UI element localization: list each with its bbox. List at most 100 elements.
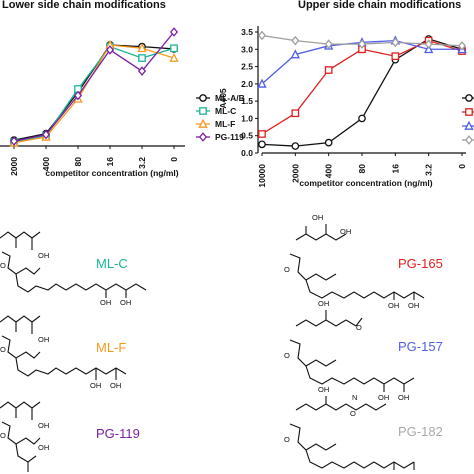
svg-text:OH: OH (318, 299, 329, 308)
y-tick-label: 1.5 (241, 96, 253, 106)
data-point (357, 39, 367, 49)
data-point (137, 43, 147, 53)
legend-entry-ml-f: ML-F (196, 118, 235, 129)
svg-text:O: O (0, 431, 6, 440)
data-point (258, 130, 266, 138)
data-point (424, 39, 433, 49)
legend-entry-ml-a-b: ML-A/B (196, 93, 245, 103)
legend-label: ML-C (215, 106, 236, 116)
data-point (324, 66, 333, 74)
data-point (358, 114, 366, 123)
svg-text:OH: OH (408, 301, 419, 310)
svg-text:O: O (284, 265, 290, 274)
data-point (41, 129, 51, 140)
svg-text:OH: OH (90, 381, 101, 390)
x-axis-label: competitor concentration (ng/ml) (45, 168, 178, 178)
legend-marker (198, 132, 208, 142)
legend-label: ML-A/B (215, 93, 245, 103)
data-point (457, 41, 467, 51)
structure-pg-157: O O OH OH OH (284, 299, 415, 402)
x-axis-label: competitor concentration (ng/ml) (299, 178, 432, 188)
structure-ml-f: O OH OH OH (0, 315, 127, 390)
series-series-4 (257, 30, 467, 51)
data-point (9, 136, 19, 146)
legend-marker (198, 118, 208, 128)
data-point (138, 54, 146, 62)
svg-text:O: O (0, 345, 6, 354)
svg-text:OH: OH (38, 421, 49, 430)
svg-text:OH: OH (100, 298, 111, 307)
data-point (324, 138, 333, 147)
compound-label-pg-165: PG-165 (398, 256, 443, 271)
svg-text:OH: OH (38, 443, 49, 452)
x-tick-label: 80 (357, 164, 367, 174)
svg-text:OH: OH (312, 213, 323, 222)
chart-title: Lower side chain modifications (2, 0, 166, 11)
legend-entry-series-2 (462, 108, 474, 116)
legend-label: ML-F (215, 119, 235, 129)
x-tick-label: 16 (390, 164, 400, 174)
svg-text:N: N (352, 393, 357, 402)
data-point (258, 140, 266, 149)
structure-pg-165: O OH OH OH OH (284, 213, 425, 310)
data-point (137, 66, 147, 76)
data-point (391, 37, 400, 48)
svg-text:O: O (0, 261, 6, 270)
data-point (257, 30, 267, 41)
compound-label-pg-157: PG-157 (398, 339, 443, 354)
svg-text:OH: OH (318, 385, 329, 394)
x-tick-label: 0 (457, 164, 467, 169)
series-ml-a-b (10, 41, 178, 144)
x-tick-label: 2000 (9, 157, 19, 176)
y-tick-label: 3.0 (241, 44, 253, 54)
compound-label-ml-c: ML-C (96, 256, 128, 271)
x-tick-label: 10000 (257, 164, 267, 188)
legend-entry-ml-c: ML-C (196, 106, 236, 116)
svg-text:OH: OH (340, 227, 351, 236)
y-tick-label: 0.5 (241, 131, 253, 141)
compound-label-ml-f: ML-F (96, 340, 126, 355)
y-tick-label: 3.5 (241, 27, 253, 37)
y-tick-label: 0.0 (241, 148, 253, 158)
legend-marker (464, 120, 474, 130)
compound-label-pg-182: PG-182 (398, 424, 443, 439)
y-tick-label: 1.0 (241, 113, 253, 123)
legend-label: PG-119 (215, 132, 244, 142)
x-tick-label: 3.2 (424, 164, 434, 176)
y-axis-label: A405 (218, 88, 228, 109)
series-line (13, 44, 175, 144)
chart-title: Upper side chain modifications (298, 0, 461, 11)
x-tick-label: 80 (73, 157, 83, 167)
series-ml-f (9, 39, 179, 147)
y-tick-label: 2.0 (241, 79, 253, 89)
x-tick-label: 0 (169, 157, 179, 162)
data-point (291, 142, 300, 150)
series-line (13, 45, 175, 143)
legend-entry-series-3 (462, 120, 474, 130)
legend-entry-pg-119: PG-119 (196, 132, 244, 142)
legend-marker (465, 94, 473, 102)
svg-text:O: O (284, 351, 290, 360)
data-point (290, 49, 300, 59)
y-tick-label: 2.5 (241, 62, 253, 72)
data-point (170, 44, 178, 53)
svg-text:OH: OH (120, 298, 131, 307)
svg-text:OH: OH (388, 301, 399, 310)
structure-pg-119: O OH OH (0, 401, 49, 472)
structure-ml-c: O OH OH OH (0, 231, 147, 307)
compound-label-pg-119: PG-119 (96, 426, 140, 441)
svg-text:OH: OH (398, 393, 409, 402)
legend-marker (465, 108, 473, 116)
x-tick-label: 16 (105, 157, 115, 167)
data-point (73, 90, 83, 101)
data-point (291, 109, 300, 118)
data-point (169, 27, 179, 37)
series-line (13, 31, 175, 142)
legend-marker (464, 135, 474, 145)
svg-text:OH: OH (38, 335, 49, 344)
series-line (13, 44, 175, 141)
x-tick-label: 400 (324, 164, 334, 178)
data-point (105, 45, 115, 55)
series-line (261, 38, 463, 147)
svg-text:O: O (284, 435, 290, 444)
